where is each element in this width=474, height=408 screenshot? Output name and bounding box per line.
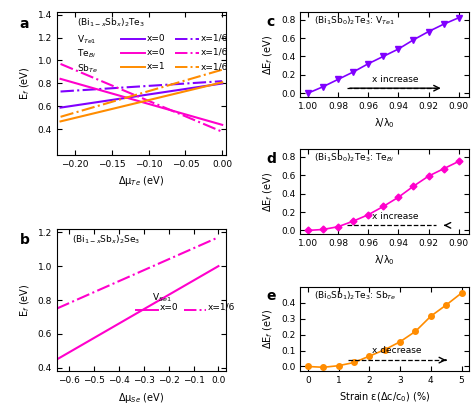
X-axis label: Δμ$_{Te}$ (eV): Δμ$_{Te}$ (eV) [118, 174, 164, 188]
Text: x=0: x=0 [146, 48, 165, 57]
Text: e: e [266, 289, 276, 303]
X-axis label: Strain ε(Δc/c$_0$) (%): Strain ε(Δc/c$_0$) (%) [339, 391, 430, 404]
Text: x increase: x increase [372, 212, 419, 221]
Text: (Bi$_1$Sb$_0$)$_2$Te$_3$: V$_{Te1}$: (Bi$_1$Sb$_0$)$_2$Te$_3$: V$_{Te1}$ [314, 15, 395, 27]
Y-axis label: ΔE$_f$ (eV): ΔE$_f$ (eV) [262, 309, 275, 349]
Text: c: c [266, 15, 275, 29]
Y-axis label: E$_f$ (eV): E$_f$ (eV) [18, 67, 32, 100]
Text: (Bi$_{1-x}$Sb$_x$)$_2$Te$_3$: (Bi$_{1-x}$Sb$_x$)$_2$Te$_3$ [77, 16, 145, 29]
Text: x decrease: x decrease [372, 346, 422, 355]
Text: Sb$_{Te}$: Sb$_{Te}$ [77, 62, 98, 75]
Text: x=1/6: x=1/6 [201, 48, 228, 57]
Text: d: d [266, 152, 276, 166]
Text: (Bi$_0$Sb$_1$)$_2$Te$_3$: Sb$_{Te}$: (Bi$_0$Sb$_1$)$_2$Te$_3$: Sb$_{Te}$ [314, 289, 396, 302]
Text: V$_{Se1}$: V$_{Se1}$ [152, 291, 171, 304]
Text: x=1/6: x=1/6 [201, 33, 228, 42]
Text: a: a [20, 16, 29, 31]
Text: x=0: x=0 [146, 33, 165, 42]
Text: b: b [20, 233, 29, 247]
Text: x=1/6: x=1/6 [207, 303, 235, 312]
Text: x=1: x=1 [146, 62, 165, 71]
Text: (Bi$_{1-x}$Sb$_x$)$_2$Se$_3$: (Bi$_{1-x}$Sb$_x$)$_2$Se$_3$ [72, 233, 140, 246]
Text: x=1/6: x=1/6 [201, 62, 228, 71]
Y-axis label: E$_f$ (eV): E$_f$ (eV) [18, 283, 32, 317]
Y-axis label: ΔE$_f$ (eV): ΔE$_f$ (eV) [262, 172, 275, 212]
Y-axis label: ΔE$_f$ (eV): ΔE$_f$ (eV) [262, 35, 275, 75]
X-axis label: λ/λ$_0$: λ/λ$_0$ [374, 116, 395, 130]
Text: x increase: x increase [372, 75, 419, 84]
Text: V$_{Te1}$: V$_{Te1}$ [77, 33, 97, 46]
Text: (Bi$_1$Sb$_0$)$_2$Te$_3$: Te$_{Bi}$: (Bi$_1$Sb$_0$)$_2$Te$_3$: Te$_{Bi}$ [314, 152, 394, 164]
Text: x=0: x=0 [160, 303, 179, 312]
X-axis label: λ/λ$_0$: λ/λ$_0$ [374, 253, 395, 267]
X-axis label: Δμ$_{Se}$ (eV): Δμ$_{Se}$ (eV) [118, 391, 164, 405]
Text: Te$_{Bi}$: Te$_{Bi}$ [77, 48, 96, 60]
